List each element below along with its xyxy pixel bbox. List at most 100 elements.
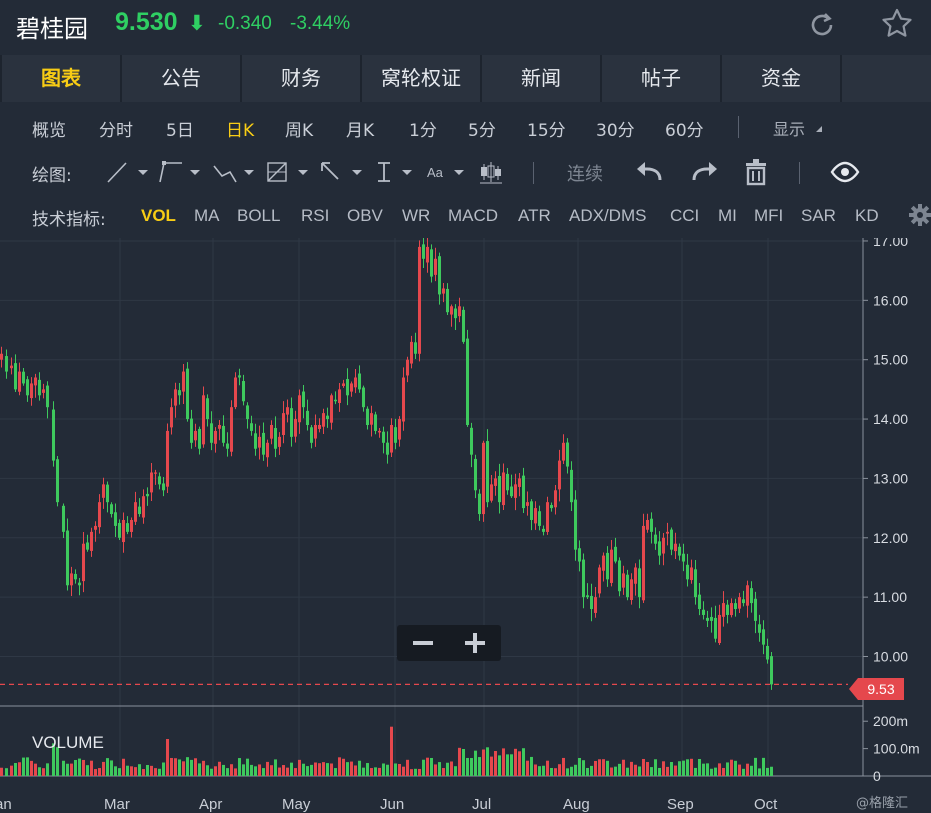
volume-bar: [130, 766, 133, 776]
volume-bar: [586, 767, 589, 776]
price-change-percent: -3.44%: [290, 13, 351, 34]
volume-bar: [646, 762, 649, 776]
continuous-toggle[interactable]: 连续: [567, 164, 603, 185]
tab-blank: [842, 55, 931, 102]
tab-financials[interactable]: 财务: [242, 55, 360, 102]
undo-icon[interactable]: [634, 158, 666, 186]
candle-body: [206, 398, 209, 420]
volume-bar: [490, 756, 493, 776]
indicator-mfi[interactable]: MFI: [754, 206, 784, 225]
volume-bar: [698, 759, 701, 776]
candle-body: [430, 249, 433, 277]
measure-tool-icon[interactable]: [372, 158, 420, 186]
line-tool-icon[interactable]: [104, 158, 152, 186]
volume-bar: [302, 763, 305, 776]
candle-body: [730, 603, 733, 616]
text-tool-icon[interactable]: Aa: [424, 158, 472, 186]
candle-body: [454, 308, 457, 319]
period-5min[interactable]: 5分: [468, 121, 496, 141]
period-60min[interactable]: 60分: [665, 121, 704, 141]
redo-icon[interactable]: [688, 158, 720, 186]
candle-body: [394, 427, 397, 443]
zoom-out-button[interactable]: [397, 625, 449, 661]
indicator-mi[interactable]: MI: [718, 206, 737, 225]
volume-bar: [30, 760, 33, 776]
star-icon[interactable]: [880, 7, 914, 41]
tab-announcements[interactable]: 公告: [122, 55, 240, 102]
volume-bar: [594, 760, 597, 776]
tab-news[interactable]: 新闻: [482, 55, 600, 102]
candle-body: [726, 604, 729, 615]
candle-body: [56, 459, 59, 503]
indicator-ma[interactable]: MA: [194, 206, 220, 225]
zoom-in-button[interactable]: [449, 625, 501, 661]
candle-body: [626, 574, 629, 598]
indicator-atr[interactable]: ATR: [518, 206, 551, 225]
indicator-cci[interactable]: CCI: [670, 206, 700, 225]
price-chart[interactable]: 17.00 16.00 15.00 14.00 13.00 12.00 11.00 10.00…: [0, 238, 931, 813]
indicator-kd[interactable]: KD: [855, 206, 879, 225]
candle-body: [190, 418, 193, 443]
fib-tool-icon[interactable]: [264, 158, 312, 186]
volume-bar: [146, 764, 149, 776]
tab-chart[interactable]: 图表: [2, 55, 120, 102]
volume-bar: [34, 763, 37, 776]
indicator-wr[interactable]: WR: [402, 206, 431, 225]
y-tick-label: 11.00: [873, 589, 907, 605]
candle-body: [42, 389, 45, 393]
gear-icon[interactable]: [909, 204, 931, 226]
candle-body: [770, 656, 773, 685]
volume-bar: [722, 767, 725, 776]
period-overview[interactable]: 概览: [32, 121, 66, 141]
period-intraday[interactable]: 分时: [99, 121, 133, 141]
volume-bar: [734, 760, 737, 776]
tab-warrants[interactable]: 窝轮权证: [362, 55, 480, 102]
candle-body: [402, 377, 405, 422]
trash-icon[interactable]: [744, 158, 770, 186]
volume-bar: [378, 767, 381, 776]
candle-body: [442, 288, 445, 294]
candle-body: [234, 377, 237, 408]
indicator-sar[interactable]: SAR: [801, 206, 836, 225]
eye-icon[interactable]: [830, 158, 860, 186]
tab-capital-flow[interactable]: 资金: [722, 55, 840, 102]
volume-bar: [110, 760, 113, 776]
period-daily[interactable]: 日K: [226, 121, 255, 141]
period-5day[interactable]: 5日: [166, 121, 194, 141]
candle-body: [642, 525, 645, 601]
indicator-macd[interactable]: MACD: [448, 206, 499, 225]
display-dropdown[interactable]: 显示: [773, 120, 806, 139]
candle-tool-icon[interactable]: [478, 158, 508, 186]
indicator-obv[interactable]: OBV: [347, 206, 383, 225]
indicator-rsi[interactable]: RSI: [301, 206, 330, 225]
tab-posts[interactable]: 帖子: [602, 55, 720, 102]
last-price: 9.530: [115, 8, 178, 36]
indicator-adx-dms[interactable]: ADX/DMS: [569, 206, 647, 225]
period-1min[interactable]: 1分: [409, 121, 437, 141]
candle-body: [266, 442, 269, 458]
period-weekly[interactable]: 周K: [285, 121, 314, 141]
volume-bar: [438, 762, 441, 776]
indicator-vol[interactable]: VOL: [141, 206, 176, 225]
arrow-tool-icon[interactable]: [318, 158, 366, 186]
segment-tool-icon[interactable]: [156, 158, 204, 186]
candle-body: [154, 472, 157, 474]
candle-body: [506, 473, 509, 491]
volume-bar: [626, 767, 629, 776]
candle-body: [94, 525, 97, 530]
period-monthly[interactable]: 月K: [346, 121, 375, 141]
volume-bar: [766, 767, 769, 776]
refresh-icon[interactable]: [806, 9, 838, 41]
candle-body: [570, 469, 573, 503]
candlestick-chart[interactable]: 17.00 16.00 15.00 14.00 13.00 12.00 11.00 10.00…: [0, 238, 931, 813]
candle-body: [294, 419, 297, 437]
period-15min[interactable]: 15分: [527, 121, 566, 141]
divider: [738, 116, 739, 138]
candle-body: [314, 424, 317, 439]
polyline-tool-icon[interactable]: [210, 158, 258, 186]
candle-body: [750, 588, 753, 604]
volume-bar: [694, 767, 697, 776]
period-30min[interactable]: 30分: [596, 121, 635, 141]
indicator-boll[interactable]: BOLL: [237, 206, 281, 225]
volume-bar: [10, 765, 13, 776]
